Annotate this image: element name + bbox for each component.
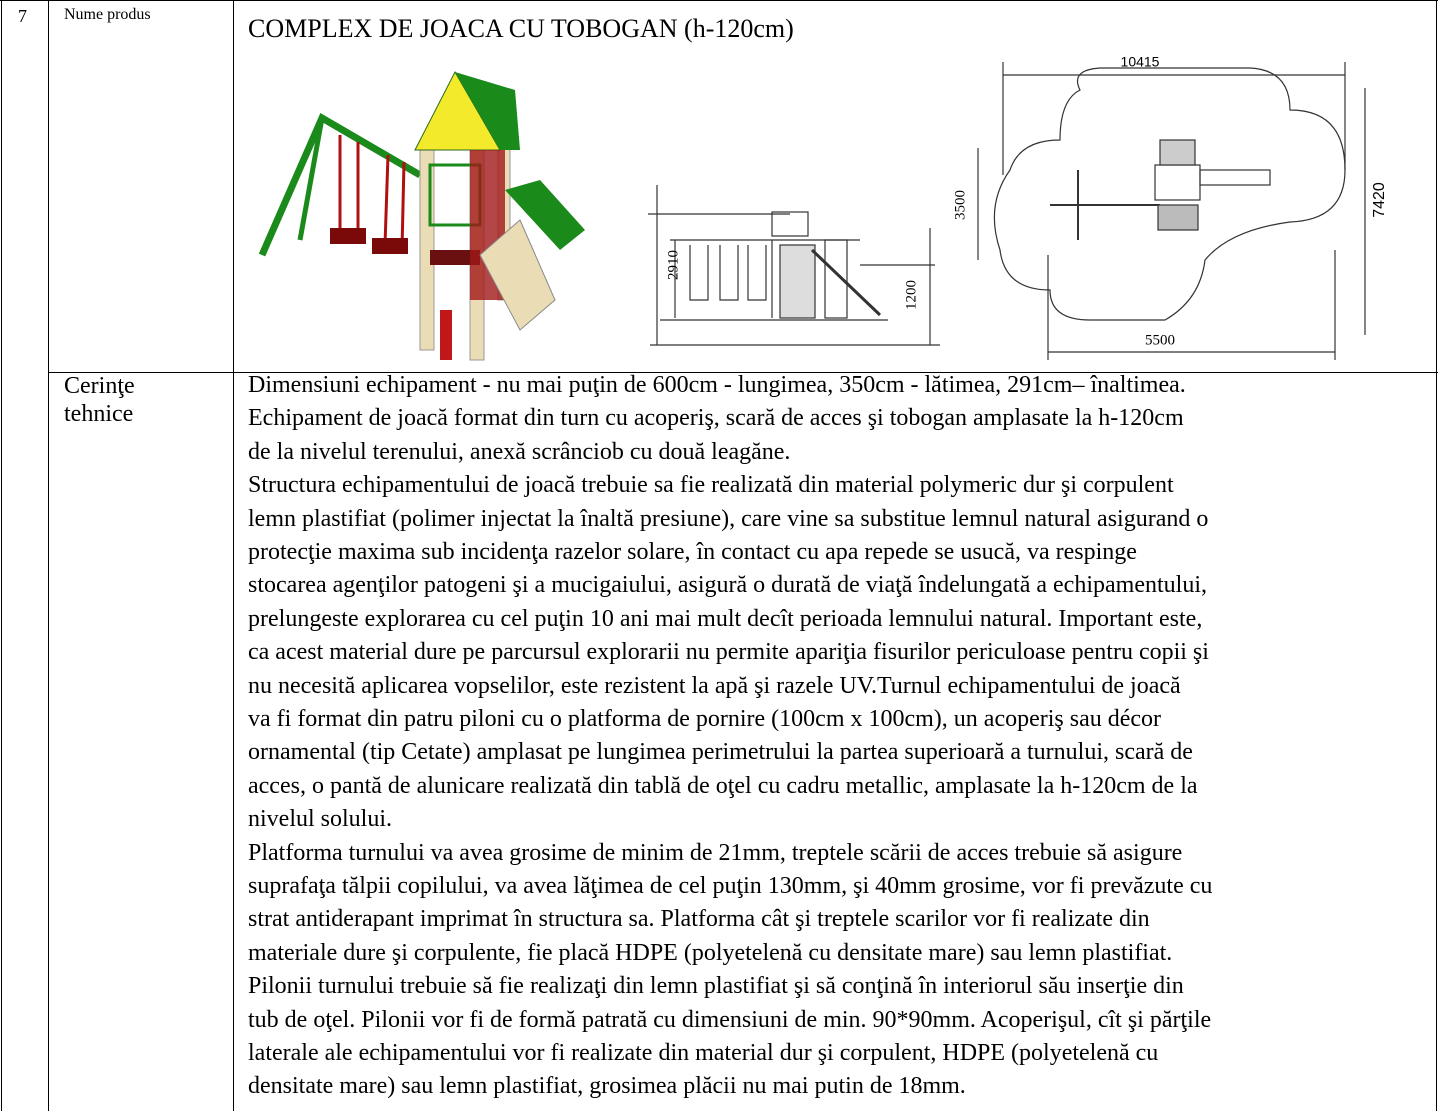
requirement-line: acces, o pantă de alunicare realizată di… xyxy=(248,772,1198,799)
requirement-line: Echipament de joacă format din turn cu a… xyxy=(248,405,1184,432)
requirement-line: Platforma turnului va avea grosime de mi… xyxy=(248,839,1183,866)
playground-render xyxy=(258,70,585,361)
requirement-line: ca acest material dure pe parcursul expl… xyxy=(248,639,1209,666)
product-name: COMPLEX DE JOACA CU TOBOGAN (h-120cm) xyxy=(248,14,794,43)
requirement-line: protecţie maxima sub incidenţa razelor s… xyxy=(248,539,1137,565)
requirement-line: strat antiderapant imprimat în structura… xyxy=(248,906,1150,933)
requirement-line: stocarea agenţilor patogeni şi a mucigai… xyxy=(248,572,1207,599)
row-number: 7 xyxy=(18,6,27,26)
requirement-line: Dimensiuni echipament - nu mai puţin de … xyxy=(248,372,1186,398)
dimension-label: 5500 xyxy=(1145,332,1175,348)
table-border xyxy=(233,0,234,1111)
requirement-line: va fi format din patru piloni cu o platf… xyxy=(248,706,1162,732)
requirement-line: suprafaţa tălpii copilului, va avea lăţi… xyxy=(248,873,1213,899)
side-view xyxy=(648,185,940,346)
dimension-label: 2910 xyxy=(665,250,681,280)
label-line: Cerinţe xyxy=(64,373,135,399)
table-border xyxy=(1436,0,1437,1111)
product-label: Nume produs xyxy=(64,6,151,23)
requirement-line: de la nivelul terenului, anexă scrânciob… xyxy=(248,438,791,465)
table-border xyxy=(0,0,1438,1)
dimension-label: 10415 xyxy=(1121,54,1160,70)
requirement-line: prelungeste explorarea cu cel puţin 10 a… xyxy=(248,605,1203,632)
requirement-line: lemn plastifiat (polimer injectat la îna… xyxy=(248,505,1209,532)
requirements-label: Cerinţe tehnice xyxy=(64,372,135,428)
requirement-line: tub de oţel. Pilonii vor fi de formă pat… xyxy=(248,1006,1212,1033)
requirement-line: Structura echipamentului de joacă trebui… xyxy=(248,472,1174,499)
requirement-line: ornamental (tip Cetate) amplasat pe lung… xyxy=(248,739,1193,766)
product-drawings: 2910 1200 10415 7420 3500 5500 xyxy=(258,54,1388,361)
requirement-line: densitate mare) sau lemn plastifiat, gro… xyxy=(248,1073,966,1100)
requirement-line: Pilonii turnului trebuie să fie realizaţ… xyxy=(248,973,1184,1000)
requirement-line: materiale dure şi corpulente, fie placă … xyxy=(248,939,1173,966)
row-divider xyxy=(48,372,1438,373)
label-line: tehnice xyxy=(64,401,134,427)
requirement-line: nu necesită aplicarea vopselilor, este r… xyxy=(248,672,1181,699)
table-border xyxy=(1,0,2,1111)
plan-view xyxy=(977,62,1366,360)
requirement-line: nivelul solului. xyxy=(248,806,392,833)
dimension-label: 3500 xyxy=(952,190,968,220)
table-border xyxy=(48,0,49,1111)
dimension-label: 1200 xyxy=(903,280,919,310)
dimension-label: 7420 xyxy=(1371,182,1388,218)
requirement-line: laterale ale echipamentului vor fi reali… xyxy=(248,1040,1159,1066)
